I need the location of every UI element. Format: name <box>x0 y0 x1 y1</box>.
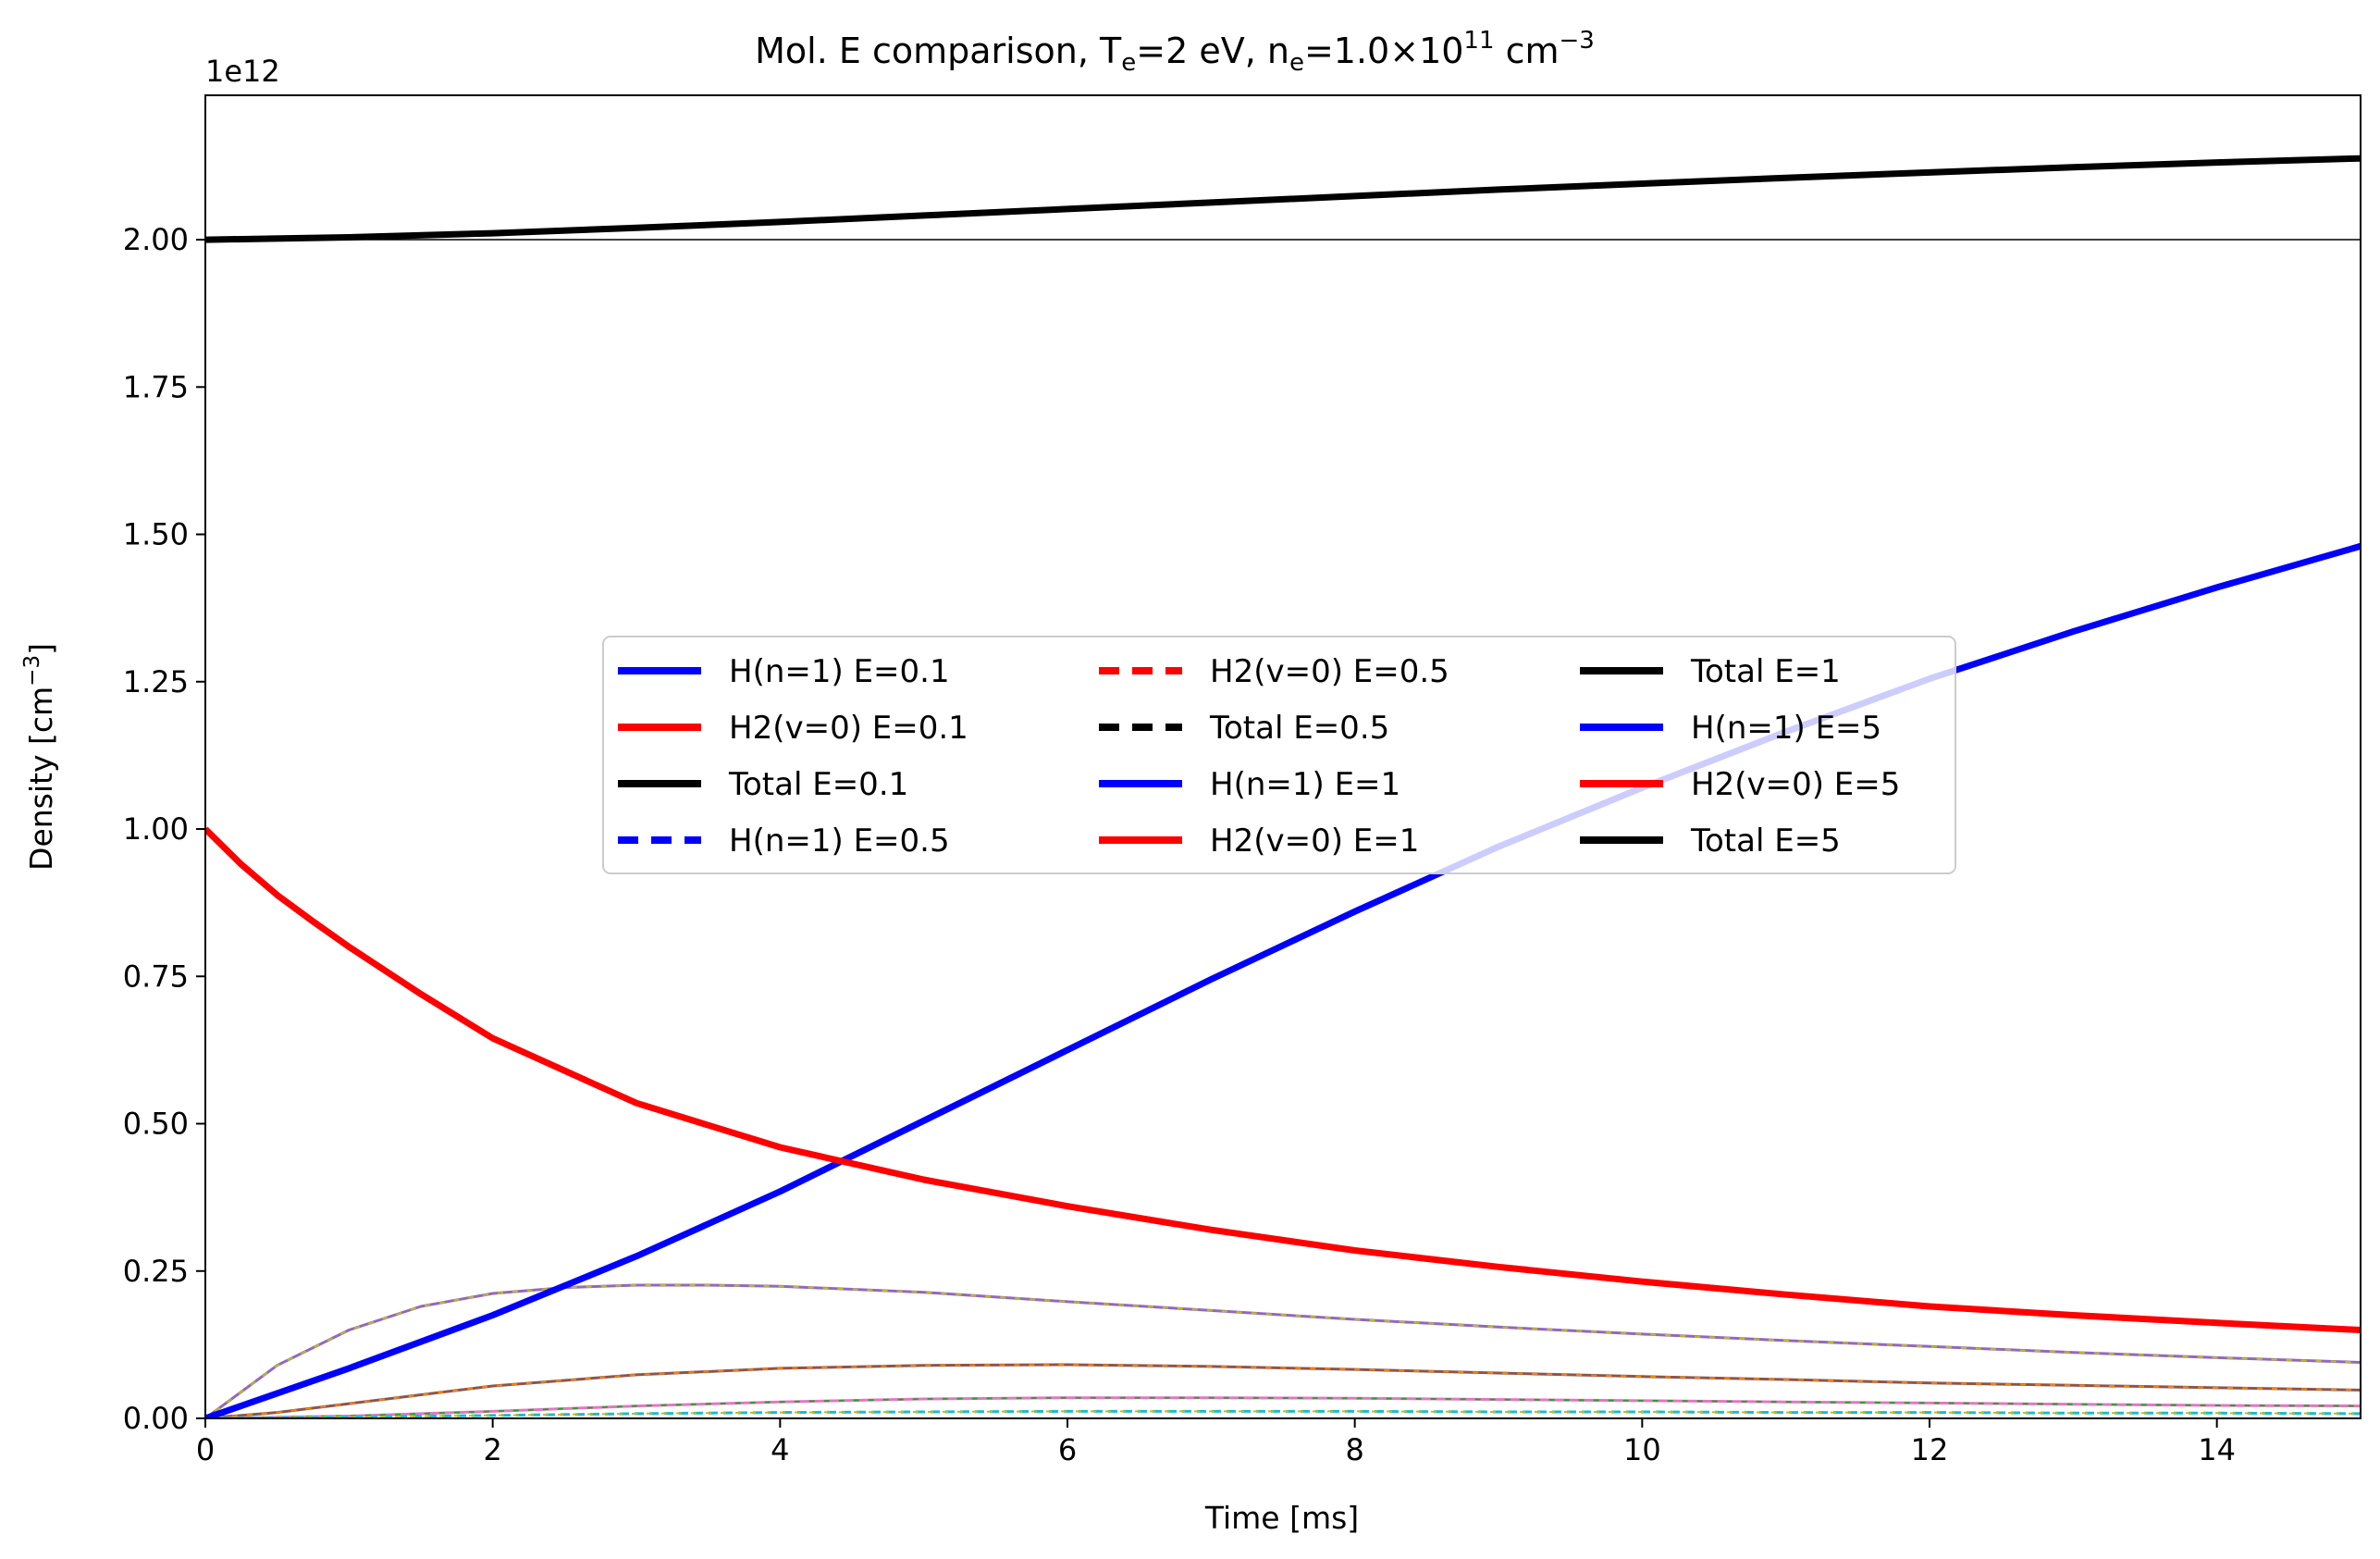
y-tick-label: 1.25 <box>123 664 189 699</box>
axes-frame <box>204 94 2362 1419</box>
y-tick-label: 0.00 <box>123 1401 189 1436</box>
legend-label: Total E=0.1 <box>728 766 908 803</box>
y-offset-text: 1e12 <box>205 54 280 89</box>
title-te-sub: e <box>1121 49 1136 77</box>
series-overlay-5 <box>205 1396 2361 1418</box>
x-tick-label: 0 <box>196 1432 215 1467</box>
title-ne-unit-exp: −3 <box>1560 27 1595 55</box>
legend-label: Total E=1 <box>1690 653 1841 690</box>
y-axis-label-exp: −3 <box>20 655 44 687</box>
title-te-value: =2 eV, n <box>1136 31 1289 71</box>
legend-label: H2(v=0) E=1 <box>1210 823 1419 860</box>
legend-label: H(n=1) E=5 <box>1691 710 1881 747</box>
title-ne-sub: e <box>1289 49 1304 77</box>
series-line-total-e-0-1 <box>205 155 2361 243</box>
y-tick-label: 0.50 <box>123 1107 189 1142</box>
y-tick-label: 1.50 <box>123 517 189 552</box>
legend: H(n=1) E=0.1 H2(v=0) E=0.1 Total E=0.1 H(n=… <box>602 636 1956 874</box>
legend-label: H2(v=0) E=5 <box>1691 766 1900 803</box>
y-tick-label: 0.75 <box>123 959 189 994</box>
title-ne-exp: 11 <box>1463 27 1494 55</box>
title-prefix: Mol. E comparison, T <box>755 31 1122 71</box>
y-tick-label: 2.00 <box>123 222 189 257</box>
legend-box <box>602 636 1956 874</box>
legend-label: H2(v=0) E=0.1 <box>729 710 968 747</box>
series-line-minor-6 <box>205 1409 2361 1418</box>
y-axis-label-main: Density [cm <box>23 687 59 871</box>
x-tick-label: 6 <box>1058 1432 1077 1467</box>
x-tick-label: 10 <box>1623 1432 1661 1467</box>
legend-label: Total E=5 <box>1690 823 1841 860</box>
chart-title: Mol. E comparison, Te=2 eV, ne=1.0×1011 … <box>755 27 1595 77</box>
x-tick-label: 2 <box>483 1432 501 1467</box>
x-tick-label: 8 <box>1345 1432 1363 1467</box>
title-ne-unit: cm <box>1495 31 1560 71</box>
legend-label: H(n=1) E=1 <box>1210 766 1400 803</box>
x-tick-label: 14 <box>2198 1432 2236 1467</box>
legend-label: H(n=1) E=0.5 <box>729 823 950 860</box>
y-axis-label: Density [cm−3] <box>20 643 59 871</box>
series-overlay-4 <box>205 1363 2361 1418</box>
x-tick-label: 4 <box>771 1432 789 1467</box>
x-axis-label: Time [ms] <box>1204 1500 1359 1536</box>
series-lines <box>205 155 2361 1418</box>
legend-label: H2(v=0) E=0.5 <box>1210 653 1449 690</box>
legend-label: H(n=1) E=0.1 <box>729 653 950 690</box>
series-overlay-3 <box>205 1284 2361 1418</box>
axis-ticks: 0 2 4 6 8 10 12 14 0.00 0.25 0.50 0.75 1.00 1.25 1.50 1… <box>123 222 2236 1467</box>
y-tick-label: 1.00 <box>123 811 189 847</box>
title-ne-value: =1.0×10 <box>1304 31 1463 71</box>
legend-label: Total E=0.5 <box>1209 710 1389 747</box>
series-overlay-6 <box>205 1410 2361 1418</box>
y-axis-label-close: ] <box>23 643 59 655</box>
series-line-h2-v-0-e-0-1 <box>205 826 2361 1333</box>
y-tick-label: 1.75 <box>123 369 189 404</box>
series-line-h-n-1-e-0-1 <box>205 542 2361 1418</box>
x-tick-label: 12 <box>1911 1432 1949 1467</box>
y-tick-label: 0.25 <box>123 1254 189 1289</box>
